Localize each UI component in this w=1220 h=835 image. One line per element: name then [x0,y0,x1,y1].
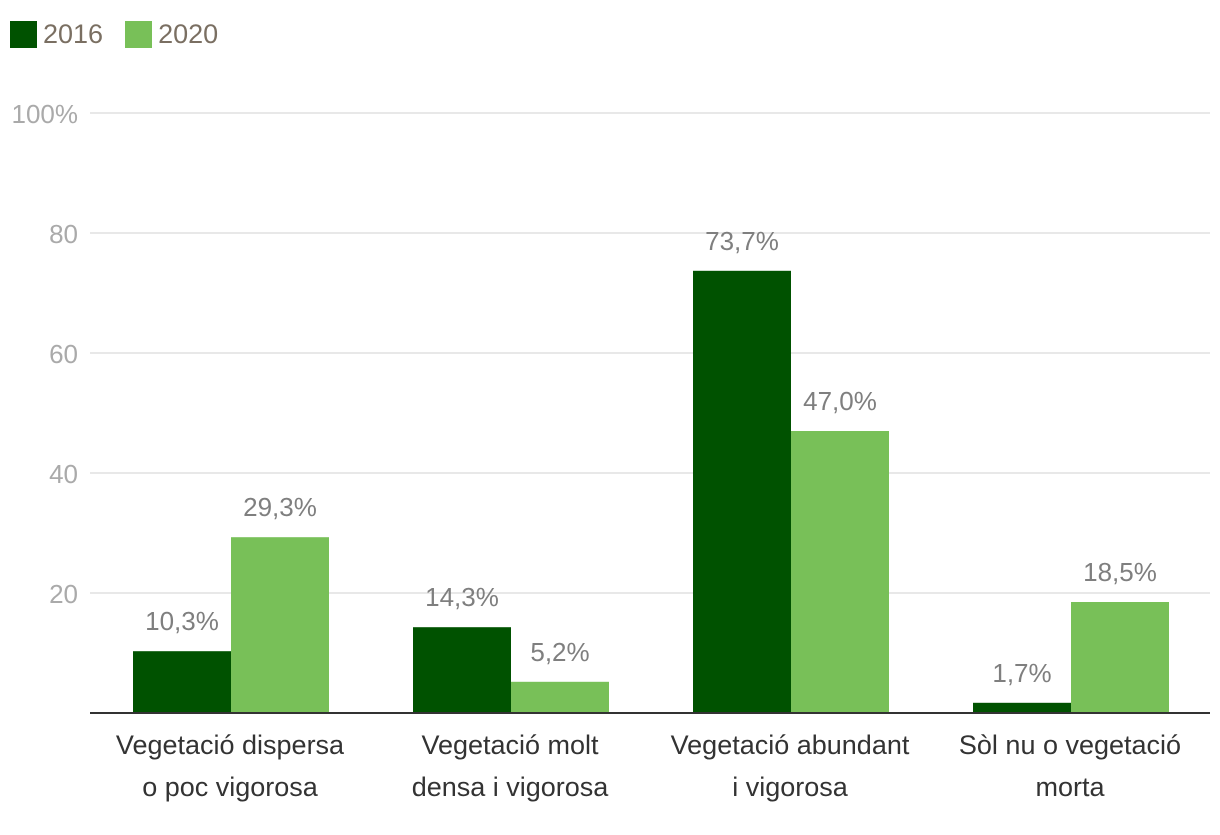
bar-2020-3 [1071,602,1169,713]
x-category-label: Vegetació molt [421,730,599,760]
data-label: 18,5% [1083,557,1157,587]
data-label: 10,3% [145,606,219,636]
legend-item-2016[interactable]: 2016 [10,19,103,50]
bar-2016-3 [973,702,1071,713]
data-label: 5,2% [530,637,589,667]
data-label: 29,3% [243,492,317,522]
legend-item-2020[interactable]: 2020 [125,19,218,50]
legend-swatch-2020 [125,21,153,48]
bar-2016-2 [693,270,791,713]
data-label: 1,7% [992,658,1051,688]
y-tick-label: 40 [49,459,78,489]
legend: 2016 2020 [10,19,218,50]
data-label: 73,7% [705,226,779,256]
legend-swatch-2016 [10,21,37,48]
y-tick-label: 60 [49,339,78,369]
x-category-label: i vigorosa [732,772,849,802]
data-label: 14,3% [425,582,499,612]
bar-2020-0 [231,537,329,713]
data-label: 47,0% [803,386,877,416]
x-category-label: Vegetació abundant [671,730,910,760]
bar-2016-1 [413,627,511,713]
x-category-label: o poc vigorosa [142,772,319,802]
legend-label-2016: 2016 [43,19,104,49]
legend-label-2020: 2020 [158,19,219,49]
y-tick-label: 80 [49,219,78,249]
bar-2020-1 [511,681,609,713]
bar-2016-0 [133,651,231,713]
x-category-label: Vegetació dispersa [116,730,345,760]
bar-2020-2 [791,431,889,713]
y-tick-label: 20 [49,579,78,609]
x-category-label: Sòl nu o vegetació [959,730,1181,760]
x-category-label: densa i vigorosa [412,772,610,802]
y-tick-label: 100% [12,99,79,129]
x-category-label: morta [1035,772,1105,802]
